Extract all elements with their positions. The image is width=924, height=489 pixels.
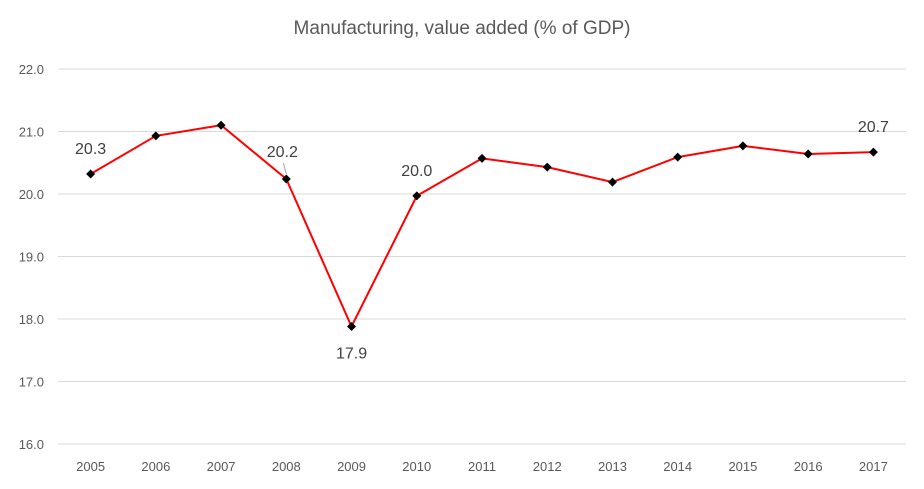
y-tick-label: 16.0	[19, 437, 44, 452]
x-tick-label: 2012	[533, 459, 562, 474]
x-tick-label: 2010	[402, 459, 431, 474]
data-label: 20.7	[858, 119, 889, 136]
y-tick-label: 21.0	[19, 125, 44, 140]
x-tick-label: 2006	[141, 459, 170, 474]
x-tick-label: 2014	[663, 459, 692, 474]
y-tick-label: 18.0	[19, 312, 44, 327]
x-tick-label: 2013	[598, 459, 627, 474]
data-label-leader	[282, 162, 287, 175]
y-tick-label: 17.0	[19, 375, 44, 390]
y-tick-label: 19.0	[19, 250, 44, 265]
data-point-marker	[151, 131, 161, 141]
chart-title: Manufacturing, value added (% of GDP)	[293, 18, 631, 39]
x-tick-label: 2016	[794, 459, 823, 474]
x-tick-label: 2017	[859, 459, 888, 474]
data-label: 20.3	[75, 141, 106, 158]
data-point-marker	[86, 169, 96, 179]
data-label: 20.2	[267, 144, 298, 161]
data-point-marker	[412, 191, 422, 201]
x-tick-label: 2007	[207, 459, 236, 474]
data-point-marker	[216, 120, 226, 130]
data-point-marker	[477, 153, 487, 163]
x-tick-label: 2005	[76, 459, 105, 474]
x-tick-label: 2009	[337, 459, 366, 474]
data-point-marker	[347, 322, 357, 331]
data-point-marker	[738, 141, 748, 151]
data-point-marker	[542, 162, 552, 172]
data-point-marker	[868, 147, 878, 157]
y-tick-label: 20.0	[19, 187, 44, 202]
data-point-marker	[803, 149, 813, 159]
x-tick-label: 2015	[728, 459, 757, 474]
data-point-marker	[607, 177, 617, 187]
data-label: 20.0	[401, 163, 432, 180]
data-point-marker	[281, 174, 291, 184]
y-tick-label: 22.0	[19, 62, 44, 77]
x-tick-label: 2008	[272, 459, 301, 474]
x-tick-label: 2011	[468, 459, 496, 474]
data-label: 17.9	[336, 346, 367, 363]
data-point-marker	[673, 152, 683, 162]
